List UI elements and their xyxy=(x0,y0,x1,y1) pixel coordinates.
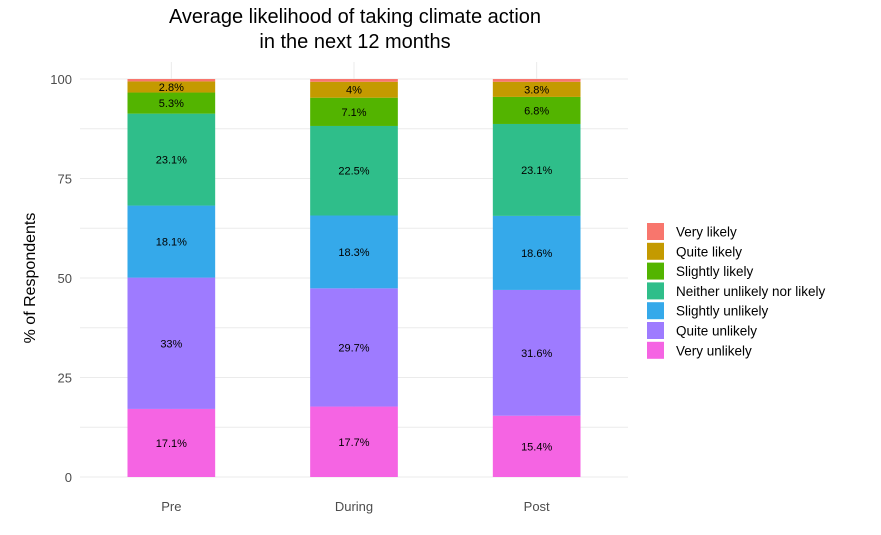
bar-segment xyxy=(492,123,581,216)
x-axis-ticks: Pre During Post xyxy=(161,499,550,514)
bar-segment xyxy=(127,79,216,82)
legend-swatch xyxy=(647,282,664,300)
segment-labels: 17.1% 33% 18.1% 23.1% 5.3% 2.8% 17.7% 29.7% 18.3… xyxy=(156,82,553,453)
bar-segment xyxy=(127,81,216,93)
y-tick-label: 0 xyxy=(65,470,72,485)
bar-segment xyxy=(127,277,216,409)
segment-label: 33% xyxy=(160,338,182,350)
segment-label: 15.4% xyxy=(521,441,552,453)
bar-segment xyxy=(127,205,216,278)
bar-segment xyxy=(310,215,398,289)
y-tick-label: 50 xyxy=(58,271,72,286)
bar-segment xyxy=(310,125,398,216)
x-tick-label: Post xyxy=(524,499,550,514)
bar-segment xyxy=(310,288,398,407)
legend-label: Slightly unlikely xyxy=(676,304,769,319)
bar-segment xyxy=(310,79,398,82)
bars xyxy=(127,79,581,477)
y-axis-title: % of Respondents xyxy=(22,213,39,344)
bar-segment xyxy=(492,81,581,97)
legend-swatch xyxy=(647,322,664,339)
segment-label: 23.1% xyxy=(521,165,552,177)
legend-label: Quite likely xyxy=(676,244,742,259)
bar-segment xyxy=(310,97,398,126)
segment-label: 29.7% xyxy=(338,342,369,354)
legend-label: Quite unlikely xyxy=(676,324,757,339)
segment-label: 31.6% xyxy=(521,348,552,360)
y-tick-label: 100 xyxy=(50,72,72,87)
bar-segment xyxy=(127,408,216,477)
chart-title-line-2: in the next 12 months xyxy=(259,31,450,53)
legend-swatch xyxy=(647,302,664,320)
legend-swatch xyxy=(647,223,664,240)
segment-label: 17.1% xyxy=(156,438,187,450)
segment-label: 2.8% xyxy=(159,82,184,94)
legend-swatch xyxy=(647,262,664,280)
segment-label: 23.1% xyxy=(156,155,187,167)
bar-segment xyxy=(492,289,581,416)
bar-segment xyxy=(492,415,581,477)
segment-label: 22.5% xyxy=(338,166,369,178)
legend: Very likely Quite likely Slightly likely Ne… xyxy=(647,223,826,359)
bar-segment xyxy=(492,79,581,82)
y-axis-ticks: 0 25 50 75 100 xyxy=(50,72,72,485)
segment-label: 18.3% xyxy=(338,247,369,259)
segment-label: 5.3% xyxy=(159,98,184,110)
segment-label: 18.6% xyxy=(521,248,552,260)
bar-segment xyxy=(310,406,398,477)
bar-segment xyxy=(492,96,581,124)
x-tick-label: During xyxy=(335,499,373,514)
legend-label: Very likely xyxy=(676,225,737,240)
segment-label: 7.1% xyxy=(341,107,366,119)
y-tick-label: 75 xyxy=(58,172,72,187)
legend-label: Very unlikely xyxy=(676,343,752,358)
bar-segment xyxy=(492,215,581,290)
bar-segment xyxy=(127,92,216,114)
legend-swatch xyxy=(647,242,664,260)
y-tick-label: 25 xyxy=(58,371,72,386)
segment-label: 3.8% xyxy=(524,84,549,96)
chart-title-line-1: Average likelihood of taking climate act… xyxy=(169,6,541,28)
segment-label: 4% xyxy=(346,85,362,97)
segment-label: 18.1% xyxy=(156,237,187,249)
legend-label: Slightly likely xyxy=(676,264,754,279)
bar-segment xyxy=(127,113,216,206)
segment-label: 17.7% xyxy=(338,437,369,449)
segment-label: 6.8% xyxy=(524,105,549,117)
legend-swatch xyxy=(647,341,664,359)
legend-label: Neither unlikely nor likely xyxy=(676,284,826,299)
bar-segment xyxy=(310,81,398,98)
x-tick-label: Pre xyxy=(161,499,181,514)
